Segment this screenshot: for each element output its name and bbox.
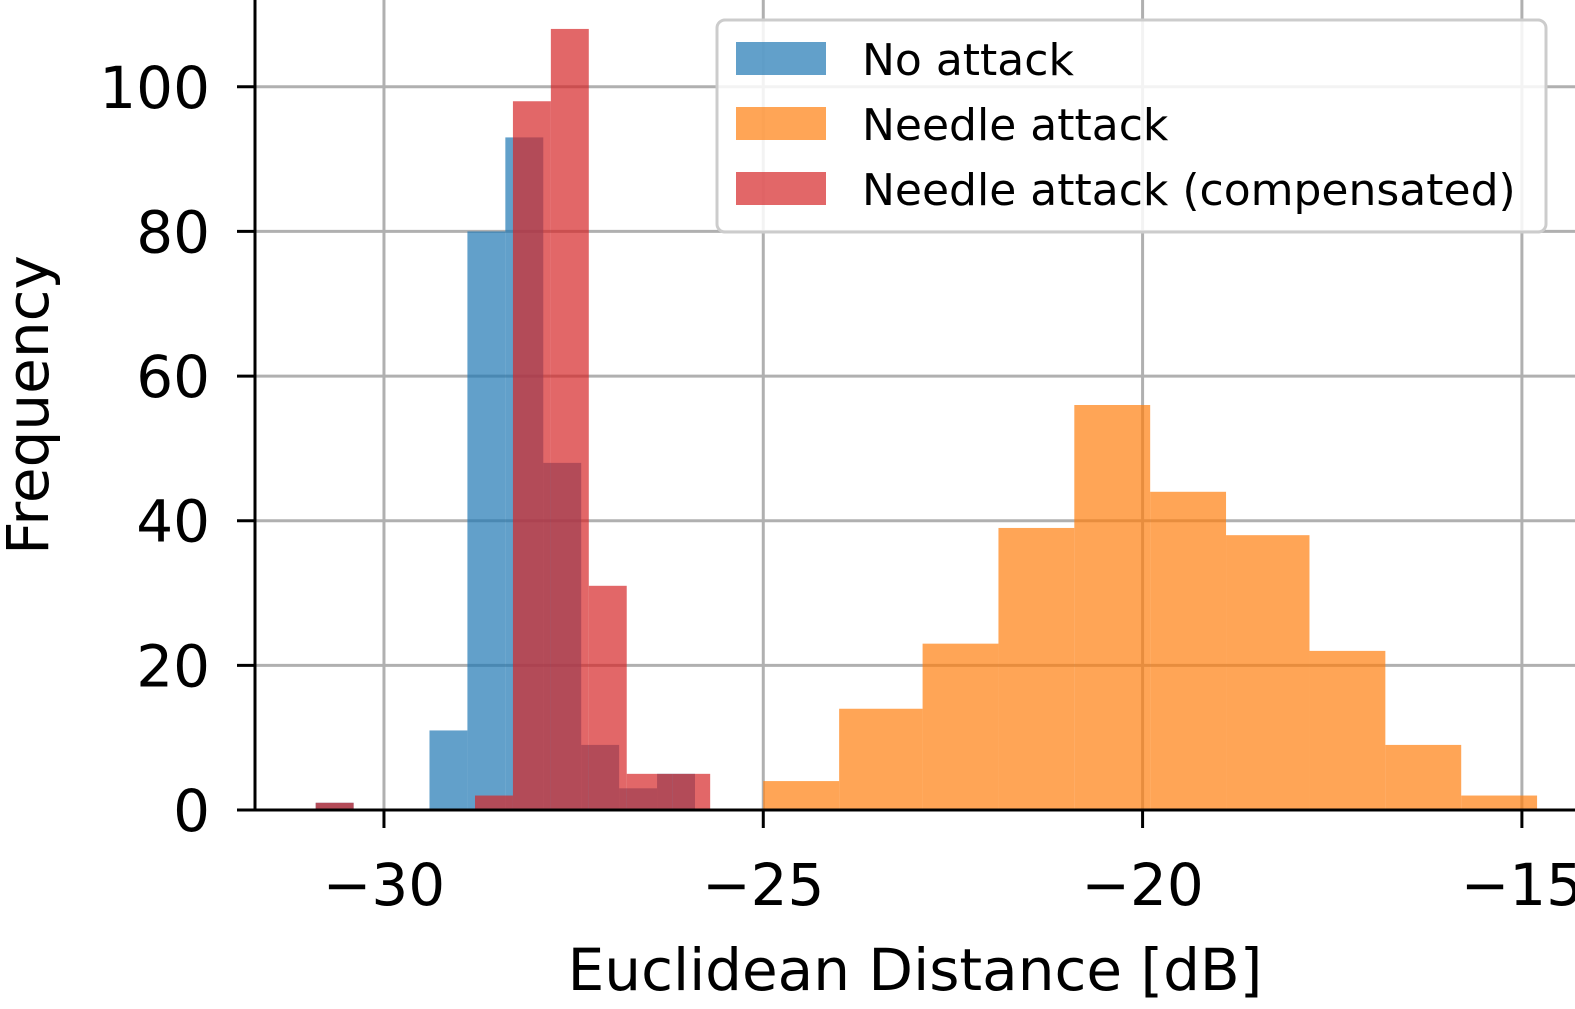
x-tick-label: −20 bbox=[1081, 851, 1203, 919]
y-tick-label: 100 bbox=[99, 54, 210, 122]
legend-swatch bbox=[736, 107, 826, 140]
x-tick-label: −25 bbox=[702, 851, 824, 919]
legend: No attack Needle attack Needle attack (com… bbox=[715, 18, 1548, 234]
legend-label: Needle attack bbox=[862, 100, 1169, 151]
x-tick-label: −30 bbox=[323, 851, 445, 919]
legend-label: Needle attack (compensated) bbox=[862, 165, 1516, 216]
histogram-bar bbox=[998, 527, 1075, 810]
histogram-bar bbox=[922, 643, 999, 810]
legend-box bbox=[715, 18, 1548, 234]
y-axis-title: Frequency bbox=[0, 255, 62, 555]
y-tick-label: 60 bbox=[136, 343, 210, 411]
legend-swatch bbox=[736, 42, 826, 75]
histogram-bar bbox=[475, 795, 513, 810]
histogram-bar bbox=[1226, 535, 1310, 810]
histogram-bars bbox=[315, 28, 1538, 811]
histogram-bar bbox=[1150, 491, 1227, 810]
histogram-bar bbox=[588, 585, 627, 810]
x-axis-title: Euclidean Distance [dB] bbox=[568, 936, 1263, 1004]
histogram-bar bbox=[1309, 650, 1386, 810]
histogram-bar bbox=[1385, 744, 1462, 810]
histogram-bar bbox=[429, 730, 468, 810]
y-tick-label: 80 bbox=[136, 198, 210, 266]
x-tick-label: −15 bbox=[1461, 851, 1575, 919]
histogram-bar bbox=[550, 28, 589, 810]
y-tick-label: 40 bbox=[136, 488, 210, 556]
histogram-bar bbox=[1461, 795, 1538, 810]
legend-swatch bbox=[736, 172, 826, 205]
tick-labels: −30 −25 −20 −15 0 20 40 60 80 100 bbox=[99, 54, 1575, 919]
histogram-bar bbox=[1074, 405, 1151, 810]
axes bbox=[253, 0, 1575, 812]
histogram-bar bbox=[512, 101, 551, 810]
histogram-bar bbox=[839, 708, 923, 810]
histogram-bar bbox=[467, 231, 506, 810]
histogram-bar bbox=[315, 802, 354, 810]
y-tick-label: 0 bbox=[173, 777, 210, 845]
histogram-bar bbox=[763, 781, 840, 810]
legend-label: No attack bbox=[862, 35, 1074, 86]
histogram-bar bbox=[626, 773, 673, 810]
y-tick-label: 20 bbox=[136, 632, 210, 700]
histogram-bar bbox=[672, 773, 711, 810]
